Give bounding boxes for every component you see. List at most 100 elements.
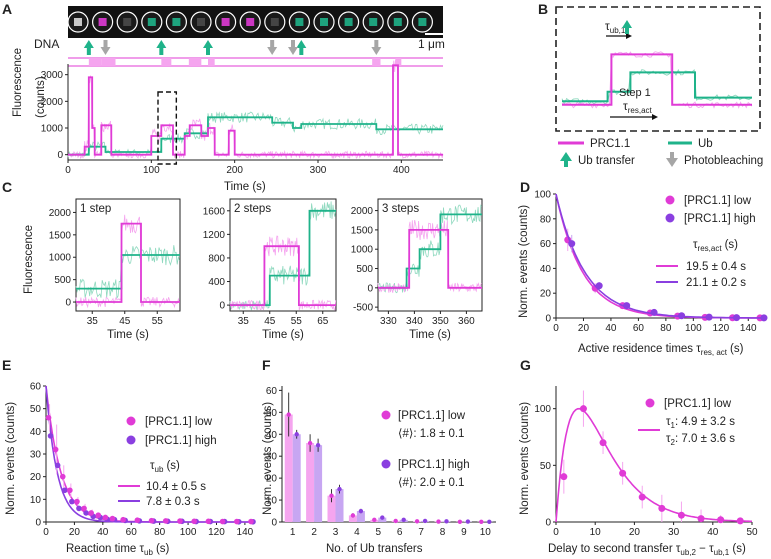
panel-e-ylabel: Norm. events (counts) [5, 402, 17, 515]
panel-f-ytick-label: 0 [271, 518, 277, 529]
g-point [619, 469, 627, 477]
panel-g-xlabel: Delay to second transfer τub,2 − τub,1 (… [548, 543, 746, 557]
panel-f-xlabel: No. of Ub transfers [326, 543, 423, 555]
panel-c-xtick-label: 55 [152, 316, 164, 327]
panel-c-ytick-label: 500 [356, 264, 373, 275]
prc-raw-trace [67, 59, 444, 160]
legend-d-high-marker [665, 213, 675, 223]
panel-e-xtick-label: 100 [180, 527, 197, 538]
ub-transfer-arrow-icon [622, 20, 632, 34]
panel-c-chart-title: 1 step [80, 203, 111, 215]
on-interval [101, 58, 116, 66]
panel-d-xlabel: Active residence times τres, act (s) [578, 343, 744, 357]
f-point [479, 519, 484, 524]
f-point [286, 412, 291, 417]
photobleaching-icon [666, 152, 678, 167]
f-bar [335, 489, 344, 522]
legend-g-marker [645, 398, 655, 408]
panel-e-ytick-label: 40 [30, 427, 42, 438]
panel-c-frame [229, 198, 337, 312]
ub-transfer-arrow-icon [156, 40, 167, 55]
panel-g-label: G [520, 357, 531, 373]
f-point [307, 440, 313, 446]
event-arrows [83, 40, 382, 55]
e-point-low [102, 514, 109, 521]
panel-d-xtick-label: 140 [740, 323, 757, 334]
d-point [568, 240, 576, 248]
f-point [380, 515, 385, 520]
panel-g-ytick-label: 100 [534, 404, 551, 415]
panel-c-ytick-label: 2000 [49, 208, 72, 219]
mean-f-high: ⟨#⟩: 2.0 ± 0.1 [398, 476, 464, 489]
panel-c-chart-title: 2 steps [234, 203, 271, 215]
panel-d-ytick-label: 0 [545, 314, 551, 325]
c-prc-fit [230, 245, 336, 306]
panel-d-ytick-label: 60 [540, 239, 552, 250]
panel-c-xtick-label: 35 [87, 316, 99, 327]
f-point [372, 517, 377, 523]
panel-a-ytick-label: 0 [57, 150, 63, 161]
c-prc-raw [229, 235, 337, 311]
e-point-low [88, 510, 94, 516]
c-ub-fit [378, 213, 482, 289]
kymo-spot [393, 18, 402, 26]
g-point [599, 439, 607, 447]
panel-a-xtick-label: 0 [65, 165, 71, 176]
legend-e-low: [PRC1.1] low [145, 416, 213, 428]
kymo-spot [320, 18, 328, 26]
c-prc-raw [377, 220, 483, 293]
panel-d-xtick-label: 20 [578, 323, 590, 334]
on-interval [161, 58, 172, 66]
panel-f-xtick-label: 9 [461, 527, 467, 538]
tau-ub-arrowhead [626, 33, 632, 39]
panel-f-xtick-label: 3 [333, 527, 339, 538]
panel-c-ytick-label: 1000 [351, 245, 374, 256]
legend-d-low-marker [665, 195, 675, 205]
kymo-spot [98, 18, 107, 26]
photobleaching-arrow-icon [267, 40, 278, 55]
b-ub-fit [562, 71, 752, 103]
f-point [337, 486, 342, 492]
e-point-high [61, 487, 68, 494]
f-point [315, 443, 321, 448]
f-point [457, 519, 463, 524]
panel-a-xtick-label: 400 [393, 165, 410, 176]
tau-res-label: τres,act [623, 99, 653, 115]
e-point-low [177, 518, 183, 524]
panel-g-xtick-label: 30 [668, 527, 680, 538]
panel-c-xtick-label: 55 [291, 316, 303, 327]
panel-e-xtick-label: 20 [69, 527, 81, 538]
panel-c-ylabel: Fluorescence [23, 225, 35, 294]
panel-c-xtick-label: 65 [317, 316, 329, 327]
e-point-low [109, 515, 116, 522]
legend-f-low: [PRC1.1] low [398, 410, 466, 422]
panel-e-ytick-label: 60 [30, 382, 42, 393]
legend-d-low: [PRC1.1] low [684, 195, 752, 207]
panel-f: F Norm. events (counts) 0 10 20 30 40 50 60 1 2 3… [262, 357, 496, 555]
legend-g-low: [PRC1.1] low [664, 398, 732, 410]
panel-c-ytick-label: 500 [54, 275, 71, 286]
prc-step-fit [68, 64, 443, 156]
e-point-high [54, 462, 61, 469]
photobleaching-arrow-icon [288, 40, 298, 55]
panel-a-ylabel-2: (counts) [35, 76, 47, 118]
panel-c-ytick-label: 2000 [351, 206, 374, 217]
b-prc-fit [562, 53, 752, 106]
legend-transfer-label: Ub transfer [578, 155, 635, 167]
g-point [736, 517, 744, 525]
panel-d-ytick-label: 40 [540, 264, 552, 275]
panel-a-xlabel: Time (s) [224, 181, 266, 193]
panel-e-xtick-label: 140 [237, 527, 254, 538]
panel-g-xtick-label: 50 [746, 527, 758, 538]
panel-c-ytick-label: 0 [65, 298, 71, 309]
panel-e-xtick-label: 60 [126, 527, 138, 538]
e-point-low [248, 518, 254, 525]
panel-c-xtick-label: 350 [432, 316, 449, 327]
panel-c-xtick-label: 340 [406, 316, 423, 327]
e-point-low [120, 516, 126, 523]
on-interval [208, 58, 215, 66]
legend-e-low-marker [126, 416, 136, 426]
panel-e-ytick-label: 10 [30, 495, 42, 506]
panel-f-ylabel: Norm. events (counts) [262, 402, 274, 515]
kymo-spot [295, 18, 304, 26]
